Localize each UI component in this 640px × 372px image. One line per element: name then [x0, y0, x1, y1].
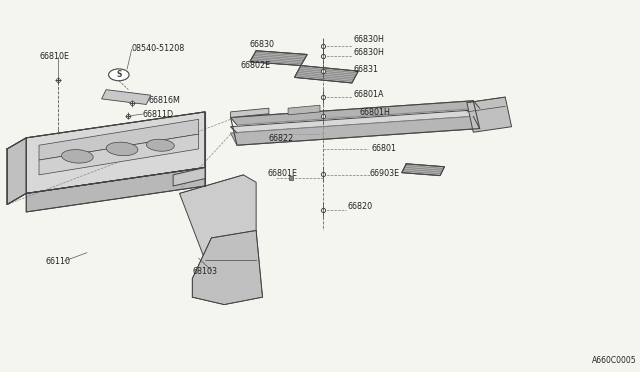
Polygon shape	[39, 134, 198, 175]
Text: 66830H: 66830H	[354, 35, 385, 44]
Ellipse shape	[61, 150, 93, 163]
Text: 08540-51208: 08540-51208	[132, 44, 185, 52]
Circle shape	[109, 69, 129, 81]
Text: 66801H: 66801H	[360, 108, 390, 117]
Text: 66903E: 66903E	[370, 169, 400, 177]
Text: 66802E: 66802E	[240, 61, 270, 70]
Text: 66820: 66820	[348, 202, 372, 211]
Text: 66801E: 66801E	[268, 169, 298, 177]
Text: 66801A: 66801A	[354, 90, 385, 99]
Polygon shape	[230, 116, 479, 145]
Polygon shape	[230, 108, 269, 118]
Polygon shape	[26, 167, 205, 212]
Text: 66830H: 66830H	[354, 48, 385, 57]
Polygon shape	[102, 90, 151, 105]
Polygon shape	[230, 101, 479, 125]
Polygon shape	[230, 110, 479, 133]
Text: S: S	[116, 70, 122, 79]
Text: 66816M: 66816M	[149, 96, 180, 105]
Ellipse shape	[106, 142, 138, 156]
Polygon shape	[288, 105, 320, 115]
Polygon shape	[7, 138, 26, 205]
Text: 66811D: 66811D	[143, 110, 173, 119]
Text: 66110: 66110	[45, 257, 70, 266]
Polygon shape	[250, 51, 307, 65]
Text: 68103: 68103	[192, 267, 217, 276]
Polygon shape	[179, 175, 256, 267]
Polygon shape	[39, 119, 198, 160]
Polygon shape	[192, 231, 262, 305]
Text: 66831: 66831	[354, 65, 379, 74]
Polygon shape	[26, 112, 205, 193]
Polygon shape	[294, 65, 358, 83]
Text: 66822: 66822	[269, 134, 294, 143]
Ellipse shape	[147, 139, 174, 151]
Text: 66810E: 66810E	[39, 52, 69, 61]
Text: 66801: 66801	[371, 144, 396, 153]
Text: A660C0005: A660C0005	[591, 356, 636, 365]
Polygon shape	[467, 97, 511, 132]
Text: 66830: 66830	[250, 39, 275, 49]
Polygon shape	[402, 164, 445, 176]
Polygon shape	[173, 167, 205, 186]
